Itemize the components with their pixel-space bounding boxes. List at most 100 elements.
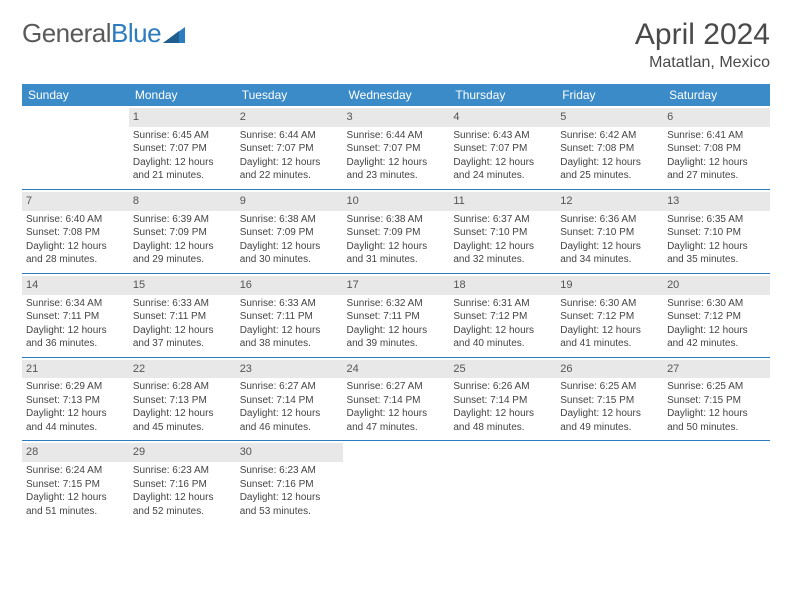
day-number: 12 <box>556 192 663 211</box>
calendar-day-cell: 10Sunrise: 6:38 AMSunset: 7:09 PMDayligh… <box>343 189 450 273</box>
day-info-line: Daylight: 12 hours <box>347 156 446 170</box>
day-info-line: Sunrise: 6:29 AM <box>26 380 125 394</box>
day-info-line: and 51 minutes. <box>26 505 125 519</box>
weekday-header: Friday <box>556 84 663 106</box>
day-info-line: Sunset: 7:09 PM <box>133 226 232 240</box>
calendar-day-cell <box>449 441 556 524</box>
day-info-line: and 47 minutes. <box>347 421 446 435</box>
day-info-line: Daylight: 12 hours <box>133 156 232 170</box>
calendar-week-row: 28Sunrise: 6:24 AMSunset: 7:15 PMDayligh… <box>22 441 770 524</box>
day-info-line: and 31 minutes. <box>347 253 446 267</box>
day-info-line: and 24 minutes. <box>453 169 552 183</box>
day-info-line: Daylight: 12 hours <box>26 240 125 254</box>
day-number: 8 <box>129 192 236 211</box>
day-number: 22 <box>129 360 236 379</box>
day-info-line: Sunrise: 6:30 AM <box>560 297 659 311</box>
day-number: 27 <box>663 360 770 379</box>
day-info-line: Sunset: 7:14 PM <box>347 394 446 408</box>
title-block: April 2024 Matatlan, Mexico <box>635 18 770 72</box>
day-info-line: Sunrise: 6:23 AM <box>133 464 232 478</box>
day-info-line: and 32 minutes. <box>453 253 552 267</box>
day-info-line: Sunrise: 6:42 AM <box>560 129 659 143</box>
calendar-day-cell: 28 Sunrise: 6:24 AMSunset: 7:15 PMDayligh… <box>22 441 129 524</box>
calendar-day-cell: 18Sunrise: 6:31 AMSunset: 7:12 PMDayligh… <box>449 273 556 357</box>
day-info-line: and 37 minutes. <box>133 337 232 351</box>
day-info-line: Sunrise: 6:34 AM <box>26 297 125 311</box>
calendar-day-cell: 17Sunrise: 6:32 AMSunset: 7:11 PMDayligh… <box>343 273 450 357</box>
day-info-line: Sunset: 7:09 PM <box>347 226 446 240</box>
calendar-day-cell: 15Sunrise: 6:33 AMSunset: 7:11 PMDayligh… <box>129 273 236 357</box>
weekday-header: Tuesday <box>236 84 343 106</box>
day-info-line: Daylight: 12 hours <box>667 324 766 338</box>
calendar-day-cell: 27Sunrise: 6:25 AMSunset: 7:15 PMDayligh… <box>663 357 770 441</box>
day-info-line: Sunrise: 6:33 AM <box>240 297 339 311</box>
day-info-line: Sunset: 7:09 PM <box>240 226 339 240</box>
day-info-line: Daylight: 12 hours <box>26 491 125 505</box>
calendar-day-cell: 24Sunrise: 6:27 AMSunset: 7:14 PMDayligh… <box>343 357 450 441</box>
day-info-line: and 28 minutes. <box>26 253 125 267</box>
weekday-header: Monday <box>129 84 236 106</box>
day-info-line: Sunset: 7:12 PM <box>560 310 659 324</box>
weekday-header: Wednesday <box>343 84 450 106</box>
day-info-line: Sunrise: 6:26 AM <box>453 380 552 394</box>
day-info-line: Sunset: 7:15 PM <box>667 394 766 408</box>
weekday-header-row: Sunday Monday Tuesday Wednesday Thursday… <box>22 84 770 106</box>
day-info-line: Daylight: 12 hours <box>453 240 552 254</box>
calendar-day-cell: 4Sunrise: 6:43 AMSunset: 7:07 PMDaylight… <box>449 106 556 189</box>
day-info-line: Sunrise: 6:30 AM <box>667 297 766 311</box>
day-number: 28 <box>22 443 129 462</box>
day-number: 5 <box>556 108 663 127</box>
logo-triangle-icon <box>163 25 185 43</box>
day-info-line: Sunrise: 6:28 AM <box>133 380 232 394</box>
month-title: April 2024 <box>635 18 770 52</box>
day-info-line: Sunrise: 6:39 AM <box>133 213 232 227</box>
day-info-line: Sunset: 7:08 PM <box>26 226 125 240</box>
calendar-day-cell: 8 Sunrise: 6:39 AMSunset: 7:09 PMDaylight… <box>129 189 236 273</box>
day-info-line: and 39 minutes. <box>347 337 446 351</box>
day-info-line: Daylight: 12 hours <box>347 240 446 254</box>
day-info-line: Daylight: 12 hours <box>453 324 552 338</box>
day-info-line: Sunrise: 6:38 AM <box>347 213 446 227</box>
day-info-line: and 30 minutes. <box>240 253 339 267</box>
day-info-line: Sunset: 7:15 PM <box>26 478 125 492</box>
day-number: 25 <box>449 360 556 379</box>
day-info-line: Sunrise: 6:44 AM <box>240 129 339 143</box>
day-number: 24 <box>343 360 450 379</box>
day-info-line: Daylight: 12 hours <box>240 240 339 254</box>
day-info-line: Daylight: 12 hours <box>26 407 125 421</box>
day-info-line: Sunrise: 6:24 AM <box>26 464 125 478</box>
calendar-day-cell: 30Sunrise: 6:23 AMSunset: 7:16 PMDayligh… <box>236 441 343 524</box>
weekday-header: Thursday <box>449 84 556 106</box>
calendar-day-cell <box>663 441 770 524</box>
day-info-line: Daylight: 12 hours <box>133 240 232 254</box>
day-info-line: Sunrise: 6:37 AM <box>453 213 552 227</box>
day-info-line: and 25 minutes. <box>560 169 659 183</box>
day-info-line: Sunset: 7:07 PM <box>240 142 339 156</box>
day-info-line: Daylight: 12 hours <box>667 240 766 254</box>
day-info-line: and 46 minutes. <box>240 421 339 435</box>
day-number: 18 <box>449 276 556 295</box>
day-info-line: and 21 minutes. <box>133 169 232 183</box>
day-info-line: Daylight: 12 hours <box>560 407 659 421</box>
day-info-line: Daylight: 12 hours <box>347 324 446 338</box>
day-info-line: Daylight: 12 hours <box>453 407 552 421</box>
day-info-line: Sunrise: 6:41 AM <box>667 129 766 143</box>
day-info-line: Sunrise: 6:25 AM <box>667 380 766 394</box>
day-info-line: Sunrise: 6:33 AM <box>133 297 232 311</box>
day-info-line: Daylight: 12 hours <box>560 240 659 254</box>
day-number: 30 <box>236 443 343 462</box>
day-info-line: Sunrise: 6:43 AM <box>453 129 552 143</box>
day-number: 1 <box>129 108 236 127</box>
day-info-line: and 45 minutes. <box>133 421 232 435</box>
day-number: 21 <box>22 360 129 379</box>
calendar-day-cell: 29Sunrise: 6:23 AMSunset: 7:16 PMDayligh… <box>129 441 236 524</box>
day-info-line: Sunset: 7:08 PM <box>560 142 659 156</box>
day-info-line: Sunset: 7:11 PM <box>240 310 339 324</box>
day-info-line: and 48 minutes. <box>453 421 552 435</box>
day-info-line: Sunset: 7:10 PM <box>667 226 766 240</box>
day-info-line: Sunrise: 6:45 AM <box>133 129 232 143</box>
calendar-day-cell: 3Sunrise: 6:44 AMSunset: 7:07 PMDaylight… <box>343 106 450 189</box>
day-info-line: and 34 minutes. <box>560 253 659 267</box>
day-info-line: Daylight: 12 hours <box>133 491 232 505</box>
calendar-day-cell: 19Sunrise: 6:30 AMSunset: 7:12 PMDayligh… <box>556 273 663 357</box>
